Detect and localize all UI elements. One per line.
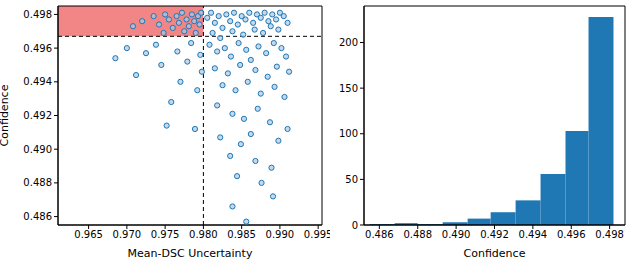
svg-text:0.498: 0.498 [595,229,624,240]
svg-text:200: 200 [339,37,358,48]
svg-text:0.492: 0.492 [480,229,509,240]
svg-text:0.488: 0.488 [23,177,52,188]
svg-text:Confidence: Confidence [8,84,11,146]
svg-text:0.486: 0.486 [365,229,394,240]
svg-text:0.965: 0.965 [74,229,103,240]
svg-text:0.488: 0.488 [403,229,432,240]
svg-text:0.975: 0.975 [151,229,180,240]
svg-text:0.490: 0.490 [442,229,471,240]
svg-text:0.985: 0.985 [227,229,256,240]
svg-text:0.490: 0.490 [23,144,52,155]
svg-text:0.496: 0.496 [23,43,52,54]
svg-text:100: 100 [339,128,358,139]
svg-text:Mean-DSC Uncertainty: Mean-DSC Uncertainty [128,247,253,260]
svg-text:150: 150 [339,83,358,94]
svg-text:0.486: 0.486 [23,211,52,222]
svg-text:Confidence: Confidence [464,247,526,260]
svg-text:0.494: 0.494 [519,229,548,240]
svg-text:0.492: 0.492 [23,110,52,121]
svg-text:0.494: 0.494 [23,76,52,87]
svg-text:0.980: 0.980 [189,229,218,240]
svg-text:0.496: 0.496 [557,229,586,240]
svg-text:0.990: 0.990 [266,229,295,240]
svg-text:0: 0 [352,220,358,231]
svg-text:50: 50 [345,174,358,185]
svg-text:0.970: 0.970 [113,229,142,240]
svg-text:0.498: 0.498 [23,9,52,20]
svg-text:0.995: 0.995 [304,229,330,240]
